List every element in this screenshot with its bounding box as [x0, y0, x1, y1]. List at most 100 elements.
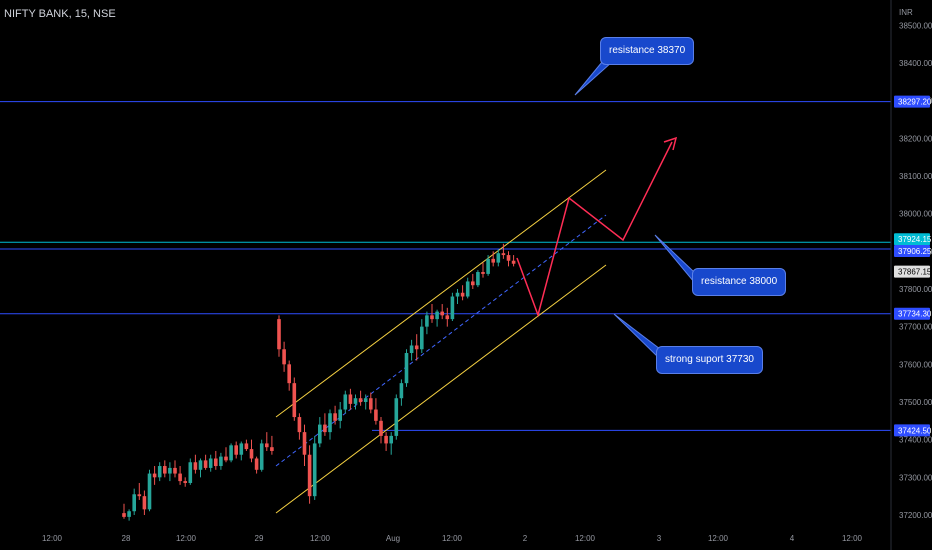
candle-body [465, 281, 470, 297]
price-badge-label: 37867.15 [898, 268, 932, 277]
candle-body [389, 435, 393, 444]
price-tick-label: 37300.00 [899, 473, 932, 482]
time-tick-label: 12:00 [708, 534, 729, 543]
price-tick-label: 37600.00 [899, 360, 932, 369]
candle-body [244, 443, 249, 450]
candle-body [259, 443, 264, 470]
candle-body [338, 409, 342, 421]
projection-arrowhead [663, 136, 678, 151]
time-tick-label: 3 [657, 534, 662, 543]
candle-body [384, 435, 388, 444]
price-badge [894, 424, 930, 437]
price-badge [894, 244, 930, 257]
candle-body [122, 513, 126, 517]
candle-body [471, 281, 475, 286]
candle-body [440, 311, 444, 316]
candle-body [511, 260, 516, 264]
time-tick-label: 4 [790, 534, 795, 543]
time-tick-label: 12:00 [442, 534, 463, 543]
price-badge-label: 37924.15 [898, 235, 932, 244]
candle-body [363, 398, 368, 402]
time-tick-label: 12:00 [176, 534, 197, 543]
price-badge [894, 95, 930, 108]
time-tick-label: 29 [255, 534, 264, 543]
price-tick-label: 38200.00 [899, 134, 932, 143]
price-tick-label: 37400.00 [899, 436, 932, 445]
candle-body [369, 398, 373, 410]
candle-body [374, 409, 378, 421]
price-badge-label: 38297.20 [898, 98, 932, 107]
time-tick-label: 2 [523, 534, 528, 543]
projection-path [516, 136, 678, 318]
candle-body [239, 443, 244, 455]
time-tick-label: 12:00 [575, 534, 596, 543]
candle-body [455, 292, 460, 297]
channel-lower-line [275, 264, 607, 514]
price-badge [894, 233, 930, 246]
time-tick-label: Aug [386, 534, 400, 543]
trend-channel [275, 169, 607, 514]
candle-body [379, 420, 383, 436]
price-tick-label: 38000.00 [899, 210, 932, 219]
price-tick-label: 37700.00 [899, 323, 932, 332]
candle-body [409, 345, 414, 354]
candle-body [219, 456, 223, 467]
candle-body [501, 253, 506, 256]
candle-body [183, 481, 187, 483]
candle-body [249, 449, 254, 459]
callout-resistance-38370[interactable]: resistance 38370 [600, 37, 695, 65]
candle-body [460, 292, 465, 297]
candle-body [282, 349, 286, 365]
currency-label: INR [899, 8, 913, 17]
candle-body [132, 494, 136, 512]
horizontal-levels [0, 101, 891, 431]
candle-body [414, 345, 419, 350]
time-tick-label: 28 [122, 534, 131, 543]
candle-body [323, 424, 327, 433]
candle-body [168, 467, 172, 474]
candle-body [234, 445, 238, 455]
candle-body [404, 353, 409, 384]
candle-body [450, 296, 455, 320]
candle-body [214, 458, 218, 467]
candle-body [318, 424, 322, 444]
candle-body [208, 458, 213, 468]
candle-body [127, 511, 131, 517]
symbol-title[interactable]: NIFTY BANK, 15, NSE [4, 8, 116, 20]
candle-body [358, 398, 363, 402]
candle-body [147, 473, 152, 510]
candle-body [353, 398, 358, 404]
candle-body [277, 319, 281, 350]
candle-body [445, 315, 450, 320]
candle-body [254, 458, 259, 470]
candle-body [486, 258, 490, 274]
candle-body [328, 413, 332, 433]
candle-body [430, 315, 434, 320]
time-axis[interactable]: 12:00 28 12:00 29 12:00 Aug 12:00 2 12:00 3 12:00 4… [42, 534, 863, 543]
callout-resistance-38000[interactable]: resistance 38000 [692, 268, 787, 296]
candle-body [435, 311, 439, 320]
candle-body [270, 447, 274, 451]
candle-body [506, 255, 511, 261]
price-badge-label: 37734.30 [898, 310, 932, 319]
candle-body [425, 315, 429, 327]
candle-body [229, 445, 233, 461]
candle-body [198, 460, 203, 470]
candle-body [297, 417, 302, 433]
candle-body [157, 466, 162, 478]
candle-body [343, 394, 348, 410]
candle-body [399, 383, 404, 399]
price-badge [894, 265, 930, 278]
callout-strong-support-37730[interactable]: strong suport 37730 [656, 346, 763, 374]
candle-body [491, 258, 495, 263]
candle-body [163, 466, 167, 474]
price-tick-label: 37200.00 [899, 511, 932, 520]
candle-body [137, 494, 142, 497]
price-badge-label: 37906.25 [898, 247, 932, 256]
candle-body [224, 456, 228, 461]
candle-body [394, 398, 399, 436]
candle-body [152, 473, 157, 478]
price-tick-label: 37500.00 [899, 398, 932, 407]
candle-body [496, 253, 501, 263]
